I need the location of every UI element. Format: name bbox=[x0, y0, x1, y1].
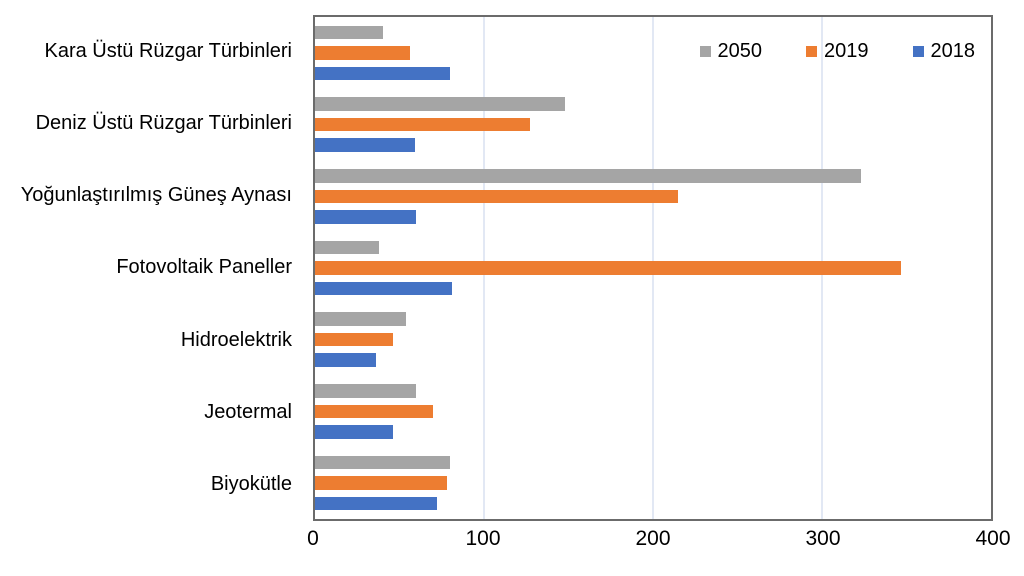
x-tick-label: 200 bbox=[635, 527, 671, 550]
category-label: Kara Üstü Rüzgar Türbinleri bbox=[44, 39, 292, 62]
x-tick-label: 300 bbox=[805, 527, 841, 550]
legend-item-2019: 2019 bbox=[806, 40, 869, 63]
category-row bbox=[315, 447, 991, 519]
legend-item-2050: 2050 bbox=[699, 40, 763, 63]
bar-2019 bbox=[315, 117, 530, 132]
legend-label-2050: 2050 bbox=[717, 40, 763, 62]
legend-item-2018: 2018 bbox=[912, 40, 976, 63]
bar-2050 bbox=[315, 97, 566, 111]
x-tick-label: 100 bbox=[465, 527, 501, 550]
x-tick-label: 400 bbox=[975, 527, 1011, 550]
category-label: Biyokütle bbox=[210, 473, 292, 496]
legend-label-2019: 2019 bbox=[824, 40, 869, 62]
bar-2019 bbox=[315, 46, 410, 60]
category-label: Yoğunlaştırılmış Güneş Aynası bbox=[20, 184, 292, 207]
category-row bbox=[315, 304, 991, 376]
x-tick-label: 0 bbox=[307, 527, 319, 550]
plot-area: 2050 2019 2018 bbox=[313, 15, 993, 521]
bar-2050 bbox=[315, 384, 417, 398]
bar-2050 bbox=[315, 25, 383, 40]
legend-label-2018: 2018 bbox=[930, 40, 976, 62]
legend-swatch-2050 bbox=[699, 46, 711, 57]
bar-2019 bbox=[315, 332, 393, 347]
bar-2019 bbox=[315, 404, 434, 419]
bar-2050 bbox=[315, 312, 407, 326]
category-label: Fotovoltaik Paneller bbox=[116, 256, 292, 279]
category-label: Jeotermal bbox=[204, 401, 292, 424]
category-axis: Kara Üstü Rüzgar Türbinleri Deniz Üstü Rü… bbox=[0, 15, 303, 521]
bar-rows bbox=[315, 17, 991, 519]
bar-2050 bbox=[315, 169, 861, 183]
category-row bbox=[315, 17, 991, 89]
category-label: Hidroelektrik bbox=[180, 328, 292, 351]
bar-2019 bbox=[315, 261, 902, 275]
category-row bbox=[315, 89, 991, 161]
bar-2019 bbox=[315, 476, 447, 490]
bar-2018 bbox=[315, 496, 437, 511]
legend-swatch-2019 bbox=[806, 46, 817, 57]
bar-2018 bbox=[315, 353, 376, 367]
bar-2018 bbox=[315, 281, 452, 296]
bar-2018 bbox=[315, 210, 417, 224]
x-axis: 0 100 200 300 400 bbox=[307, 527, 1010, 557]
bar-2050 bbox=[315, 240, 380, 255]
bar-2019 bbox=[315, 189, 679, 204]
category-row bbox=[315, 376, 991, 448]
legend: 2050 2019 2018 bbox=[699, 40, 976, 63]
category-row bbox=[315, 160, 991, 232]
bar-2018 bbox=[315, 138, 415, 152]
category-label: Deniz Üstü Rüzgar Türbinleri bbox=[35, 111, 292, 134]
bar-2018 bbox=[315, 425, 393, 439]
category-row bbox=[315, 232, 991, 304]
bar-2050 bbox=[315, 455, 451, 470]
bar-2018 bbox=[315, 66, 451, 81]
legend-swatch-2018 bbox=[912, 46, 924, 57]
